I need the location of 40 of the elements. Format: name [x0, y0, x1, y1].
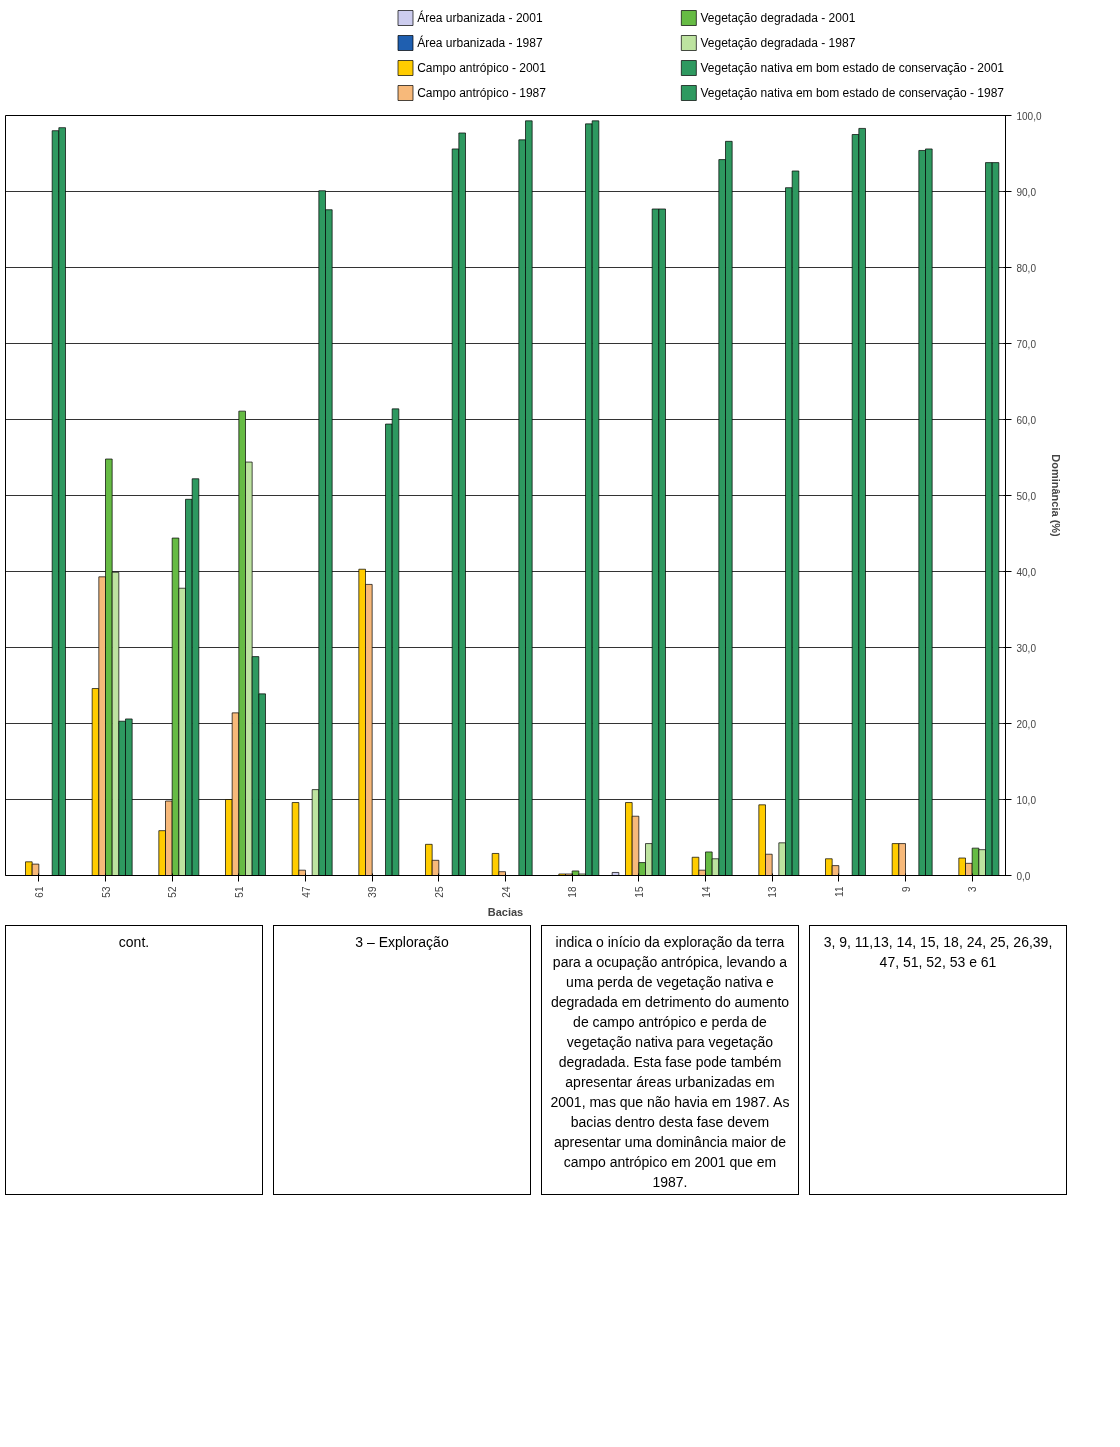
x-tick-label: 51 — [233, 886, 245, 898]
x-tick-label: 9 — [900, 886, 912, 893]
legend-label: Vegetação nativa em bom estado de conservação - 1987 — [700, 86, 1005, 100]
legend-label: Área urbanizada - 2001 — [417, 10, 543, 25]
y-tick-label: 60,0 — [1016, 414, 1037, 426]
legend-label: Vegetação nativa em bom estado de conservação - 2001 — [700, 61, 1005, 75]
x-tick-label: 52 — [167, 886, 179, 898]
y-tick-label: 30,0 — [1016, 642, 1037, 654]
y-tick-label: 80,0 — [1016, 262, 1037, 274]
y-tick-label: 20,0 — [1016, 718, 1037, 730]
x-tick-label: 15 — [633, 886, 645, 898]
x-tick-label: 25 — [433, 886, 445, 898]
y-tick-label: 0,0 — [1016, 870, 1031, 882]
y-tick-label: 40,0 — [1016, 566, 1037, 578]
x-tick-label: 14 — [700, 886, 712, 898]
x-axis-title: Bacias — [487, 905, 524, 918]
x-tick-label: 61 — [33, 886, 45, 898]
text: indica o início da exploração da terra para a ocupação antrópica, levando a uma perda de vegetação nativa e degradada em detrimento do aumento de campo antrópico e perda de vegetação nativa para vegetação degradada. Esta fase pode também apresentar áreas urbanizadas em 2001, mas que não havia em 1987. As bacias dentro desta fase devem apresentar uma dominância maior de campo antrópico em 2001 que em 1987. — [550, 934, 790, 1190]
text: 3 – Exploração — [355, 933, 449, 952]
legend-label: Campo antrópico - 2001 — [417, 61, 547, 75]
text: cont. — [118, 933, 150, 952]
legend-label: Área urbanizada - 1987 — [417, 35, 543, 50]
y-tick-label: 70,0 — [1016, 338, 1037, 350]
y-tick-label: 10,0 — [1016, 794, 1037, 806]
legend-label: Campo antrópico - 1987 — [417, 86, 547, 100]
x-tick-label: 11 — [833, 886, 845, 897]
x-tick-label: 53 — [100, 886, 112, 898]
text: 3, 9, 11,13, 14, 15, 18, 24, 25, 26,39, 47, 51, 52, 53 e 61 — [822, 933, 1054, 972]
x-tick-label: 24 — [500, 886, 512, 898]
x-tick-label: 3 — [967, 886, 979, 893]
y-tick-label: 50,0 — [1016, 490, 1037, 502]
x-tick-label: 13 — [767, 886, 779, 898]
x-tick-label: 47 — [300, 886, 312, 898]
y-axis-title: Dominância (%) — [1049, 454, 1062, 538]
y-tick-label: 90,0 — [1016, 186, 1037, 198]
x-tick-label: 18 — [567, 886, 579, 898]
legend-label: Vegetação degradada - 1987 — [700, 36, 856, 50]
x-tick-label: 39 — [367, 886, 379, 898]
legend-label: Vegetação degradada - 2001 — [700, 11, 856, 25]
y-tick-label: 100,0 — [1016, 110, 1042, 122]
